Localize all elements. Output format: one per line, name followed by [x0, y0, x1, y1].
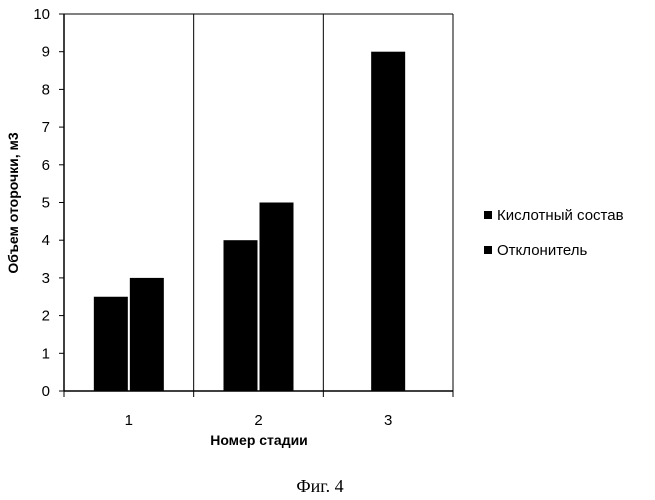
- x-tick-labels: 1 2 3: [64, 391, 453, 429]
- bars-layer: [94, 52, 405, 391]
- legend-label: Отклонитель: [497, 242, 587, 259]
- x-axis-title: Номер стадии: [210, 432, 308, 448]
- y-tick-label: 0: [42, 383, 50, 400]
- legend-swatch: [484, 211, 492, 219]
- legend: Кислотный состав Отклонитель: [484, 207, 624, 259]
- y-tick-label: 4: [42, 232, 50, 249]
- bar-diverter-stage-2: [260, 203, 294, 392]
- y-tick-label: 9: [42, 44, 50, 61]
- bar-acid-stage-2: [224, 240, 258, 391]
- legend-swatch: [484, 246, 492, 254]
- legend-label: Кислотный состав: [497, 207, 624, 224]
- figure-caption: Фиг. 4: [296, 476, 343, 496]
- x-tick-label: 3: [384, 412, 392, 429]
- y-tick-labels: 0 1 2 3 4 5 6 7 8 9 10: [33, 6, 64, 400]
- y-tick-label: 3: [42, 270, 50, 287]
- y-tick-label: 10: [33, 6, 50, 23]
- y-tick-label: 2: [42, 308, 50, 325]
- x-tick-label: 2: [254, 412, 262, 429]
- y-tick-label: 5: [42, 195, 50, 212]
- y-tick-label: 7: [42, 119, 50, 136]
- bar-acid-stage-1: [94, 297, 128, 391]
- bar-acid-stage-3: [371, 52, 405, 391]
- x-tick-label: 1: [125, 412, 133, 429]
- y-axis-title: Объем оторочки, м3: [5, 132, 21, 273]
- y-tick-label: 8: [42, 81, 50, 98]
- bar-diverter-stage-1: [130, 278, 164, 391]
- y-tick-label: 1: [42, 345, 50, 362]
- y-tick-label: 6: [42, 157, 50, 174]
